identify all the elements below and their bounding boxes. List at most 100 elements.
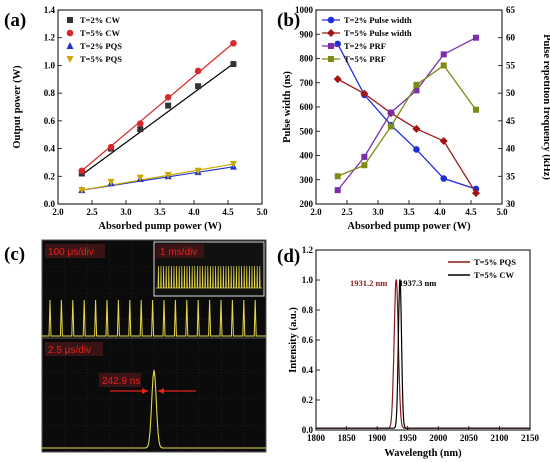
- panel-b-point: [413, 87, 420, 94]
- panel-a-point: [165, 102, 172, 109]
- panel-b-y2tick-label: 60: [506, 33, 516, 43]
- panel-b-point: [388, 109, 395, 116]
- panel-d-xlabel: Wavelength (nm): [384, 448, 462, 459]
- panel-b-point: [413, 81, 420, 88]
- panel-a-xtick-label: 5.0: [256, 207, 268, 217]
- panel-b-xtick-label: 4.0: [434, 207, 446, 217]
- osc-label-timebase: 100 μs/div: [48, 247, 94, 258]
- osc-width-arrows: [110, 388, 196, 394]
- panel-b-y2tick-label: 50: [506, 88, 516, 98]
- panel-a-plot: Absorbed pump power (W) Output power (W)…: [12, 5, 268, 232]
- panel-a-xtick-label: 4.5: [222, 207, 234, 217]
- panel-a-fit-line: [81, 41, 236, 172]
- panel-b-point: [388, 123, 395, 130]
- panel-b-legend-marker: [328, 43, 334, 49]
- panel-b-y2tick-label: 40: [506, 144, 516, 154]
- panel-b-series-line: [337, 37, 477, 191]
- panel-b-ytick-label: 300: [300, 175, 314, 185]
- panel-b-xtick-label: 4.5: [465, 207, 477, 217]
- panel-a-point: [194, 167, 202, 175]
- panel-b-y2tick-label: 55: [506, 60, 516, 70]
- panel-b-y2tick-label: 35: [506, 171, 516, 181]
- peak-annotation-cw: 1937.3 nm: [399, 278, 436, 288]
- panel-d-xtick-label: 1800: [307, 433, 326, 443]
- panel-a-legend-marker: [66, 29, 74, 37]
- panel-d-ytick-label: 0.2: [302, 395, 314, 405]
- panel-b-xtick-label: 3.5: [403, 207, 415, 217]
- panel-d-plot: Wavelength (nm) Intensity (a.u.) 1800 185…: [288, 245, 540, 459]
- panel-b-legend-label: T=2% PRF: [344, 41, 386, 51]
- panel-d-spectrum: [316, 279, 530, 429]
- panel-b-point: [334, 173, 341, 180]
- panel-a-ylabel: Output power (W): [12, 65, 23, 149]
- panel-d-xtick-label: 2050: [460, 433, 479, 443]
- panel-b-series-line: [337, 64, 477, 177]
- panel-b-legend-marker: [328, 56, 334, 62]
- panel-b-point: [361, 153, 368, 160]
- panel-a-legend-label: T=5% CW: [80, 28, 121, 38]
- osc-inset-trace: [156, 265, 262, 289]
- panel-b-point: [440, 51, 447, 58]
- panel-d-ylabel: Intensity (a.u.): [288, 307, 299, 373]
- panel-d-xtick-label: 2100: [490, 433, 509, 443]
- panel-d-ytick-label: 1.2: [302, 245, 314, 255]
- osc-label-zoom: 2.5 μs/div: [48, 345, 91, 356]
- panel-b-legend-label: T=2% Pulse width: [344, 15, 412, 25]
- panel-a-frame: [57, 9, 263, 205]
- panel-a-ytick-label: 1.0: [44, 60, 56, 70]
- panel-b-point: [471, 189, 480, 198]
- panel-a-fit-line: [81, 62, 236, 176]
- panel-b-legend-marker: [327, 29, 335, 37]
- panel-a-point: [164, 94, 172, 101]
- panel-b-point: [412, 124, 421, 133]
- panel-b-ylabel: Pulse width (ns): [282, 71, 293, 143]
- panel-b-xtick-label: 5.0: [496, 207, 508, 217]
- panel-label-a: (a): [4, 10, 26, 31]
- panel-b-ytick-label: 500: [300, 126, 314, 136]
- panel-a-legend-label: T=5% PQS: [80, 54, 122, 64]
- panel-a-ytick-label: 1.2: [44, 33, 56, 43]
- panel-b-point: [333, 75, 342, 84]
- panel-a-point: [136, 120, 144, 127]
- panel-a-xtick-label: 3.5: [154, 207, 166, 217]
- panel-a-point: [194, 67, 202, 75]
- panel-a-legend-label: T=2% CW: [80, 15, 121, 25]
- panel-b-ytick-label: 900: [300, 29, 314, 39]
- panel-b-plot: Absorbed pump power (W) Pulse width (ns)…: [282, 5, 550, 232]
- panel-d-ytick-label: 1.0: [302, 275, 314, 285]
- panel-a-point: [195, 83, 202, 90]
- panel-b-point: [361, 162, 368, 169]
- panel-a-legend-marker: [67, 17, 73, 23]
- panel-b-point: [360, 89, 369, 98]
- panel-c-oscilloscope: 100 μs/div 1 ms/div 2.5 μs/div 242.9 ns: [41, 239, 267, 453]
- panel-a-ytick-label: 0.2: [44, 171, 56, 181]
- osc-pulse-train: [42, 299, 266, 337]
- panel-a-point: [230, 61, 237, 68]
- panel-b-legend-label: T=5% Pulse width: [344, 28, 412, 38]
- panel-b-legend-label: T=5% PRF: [344, 54, 386, 64]
- panel-d-ytick-label: 0.8: [302, 305, 314, 315]
- panel-b-ytick-label: 800: [300, 54, 314, 64]
- panel-b-xtick-label: 3.0: [372, 207, 384, 217]
- panel-label-b: (b): [277, 10, 300, 31]
- panel-b-xlabel: Absorbed pump power (W): [347, 221, 471, 232]
- panel-d-xtick-label: 1950: [399, 433, 418, 443]
- osc-label-inset: 1 ms/div: [160, 247, 197, 258]
- panel-b-y2label: Pulse repetition frequency (kHz): [541, 34, 550, 180]
- panel-d-xtick-label: 1850: [338, 433, 357, 443]
- panel-d-legend-label: T=5% PQS: [474, 257, 516, 267]
- panel-b-series-line: [337, 78, 477, 194]
- panel-a-ytick-label: 1.4: [44, 5, 56, 15]
- panel-b-ytick-label: 200: [300, 199, 314, 209]
- panel-a-legend-label: T=2% PQS: [80, 41, 122, 51]
- panel-b-legend-marker: [327, 16, 335, 24]
- panel-a-xlabel: Absorbed pump power (W): [98, 221, 222, 232]
- peak-annotation-pqs: 1931.2 nm: [350, 278, 387, 288]
- panel-b-point: [334, 187, 341, 194]
- panel-b-point: [440, 62, 447, 69]
- panel-a-fit-line: [81, 163, 235, 191]
- panel-a-point: [230, 39, 237, 47]
- panel-a-ytick-label: 0.8: [44, 88, 56, 98]
- panel-d-xtick-label: 2150: [521, 433, 540, 443]
- panel-b-ytick-label: 600: [300, 102, 314, 112]
